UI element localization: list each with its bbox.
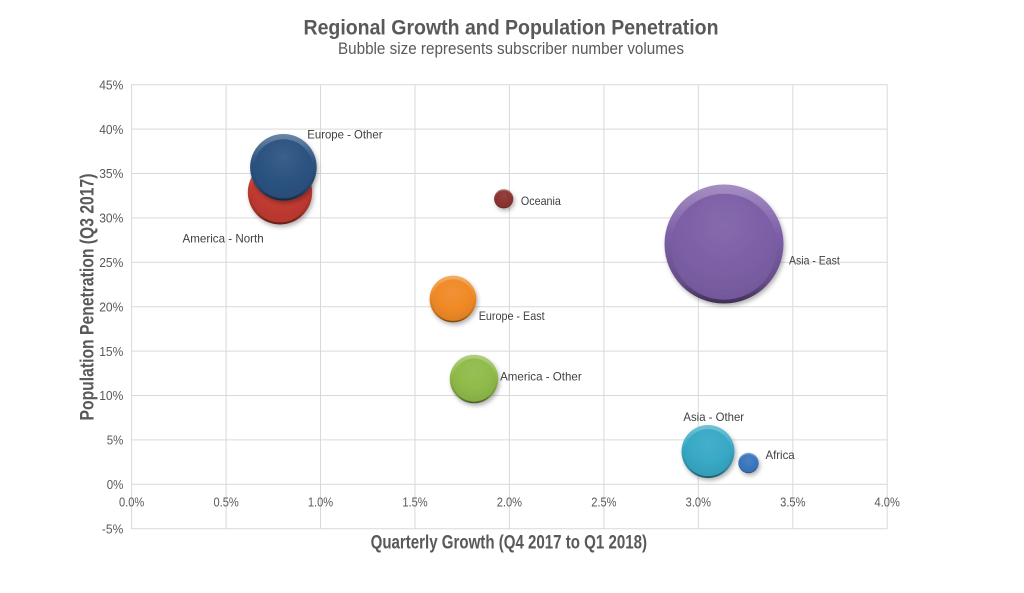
svg-text:Europe - East: Europe - East [479,309,546,323]
svg-text:3.5%: 3.5% [780,494,805,509]
svg-text:America - North: America - North [183,232,264,246]
svg-text:0%: 0% [107,477,124,492]
svg-text:35%: 35% [99,166,123,181]
svg-text:0.5%: 0.5% [213,494,238,509]
svg-text:1.5%: 1.5% [402,494,427,509]
svg-text:Regional Growth and Population: Regional Growth and Population Penetrati… [304,15,719,40]
svg-text:Africa: Africa [766,448,796,462]
svg-text:4.0%: 4.0% [875,494,900,509]
svg-text:25%: 25% [99,255,123,270]
svg-text:America - Other: America - Other [500,370,582,384]
svg-text:3.0%: 3.0% [686,494,711,509]
svg-text:Europe - Other: Europe - Other [307,128,382,142]
svg-text:30%: 30% [99,211,123,226]
svg-text:15%: 15% [99,344,123,359]
svg-text:1.0%: 1.0% [308,494,333,509]
svg-text:2.0%: 2.0% [497,494,522,509]
svg-text:20%: 20% [99,299,123,314]
svg-text:2.5%: 2.5% [591,494,616,509]
svg-text:10%: 10% [99,388,123,403]
svg-text:Quarterly Growth (Q4 2017 to Q: Quarterly Growth (Q4 2017 to Q1 2018) [371,531,647,553]
svg-text:40%: 40% [99,122,123,137]
svg-text:5%: 5% [107,433,124,448]
svg-text:Bubble size represents subscri: Bubble size represents subscriber number… [338,39,684,58]
svg-text:Population Penetration (Q3 201: Population Penetration (Q3 2017) [78,174,99,421]
svg-text:-5%: -5% [102,521,123,536]
svg-text:Asia - East: Asia - East [789,254,840,268]
svg-text:0.0%: 0.0% [119,494,144,509]
svg-text:Asia - Other: Asia - Other [683,410,744,424]
svg-text:45%: 45% [99,77,123,92]
svg-text:Oceania: Oceania [521,194,561,208]
